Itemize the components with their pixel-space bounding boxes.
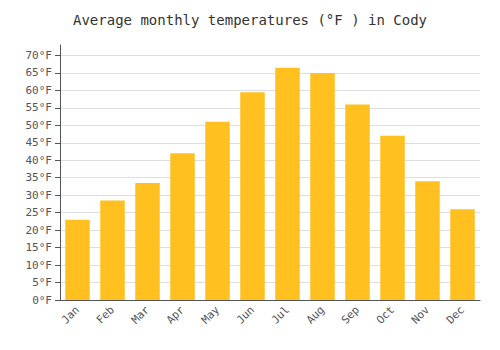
svg-text:5°F: 5°F [32,276,52,289]
svg-text:70°F: 70°F [26,49,53,62]
svg-text:55°F: 55°F [26,101,53,114]
svg-text:20°F: 20°F [26,224,53,237]
svg-text:Aug: Aug [304,303,327,326]
svg-text:Apr: Apr [164,303,187,326]
svg-text:65°F: 65°F [26,66,53,79]
svg-text:Oct: Oct [374,303,397,326]
svg-text:10°F: 10°F [26,259,53,272]
svg-text:Sep: Sep [339,303,362,326]
svg-text:0°F: 0°F [32,294,52,307]
svg-text:Jun: Jun [234,303,257,326]
svg-text:Feb: Feb [94,303,117,326]
svg-text:25°F: 25°F [26,206,53,219]
svg-text:50°F: 50°F [26,119,53,132]
svg-text:Dec: Dec [444,303,467,326]
svg-text:Jul: Jul [269,303,292,326]
svg-text:45°F: 45°F [26,136,53,149]
svg-text:30°F: 30°F [26,189,53,202]
svg-text:40°F: 40°F [26,154,53,167]
svg-text:Mar: Mar [129,303,152,326]
svg-text:15°F: 15°F [26,241,53,254]
svg-text:Jan: Jan [59,303,82,326]
svg-text:60°F: 60°F [26,84,53,97]
svg-text:May: May [199,303,222,326]
svg-text:Average monthly temperatures (: Average monthly temperatures (°F ) in Co… [73,12,427,28]
svg-text:Nov: Nov [409,303,432,326]
svg-text:35°F: 35°F [26,171,53,184]
